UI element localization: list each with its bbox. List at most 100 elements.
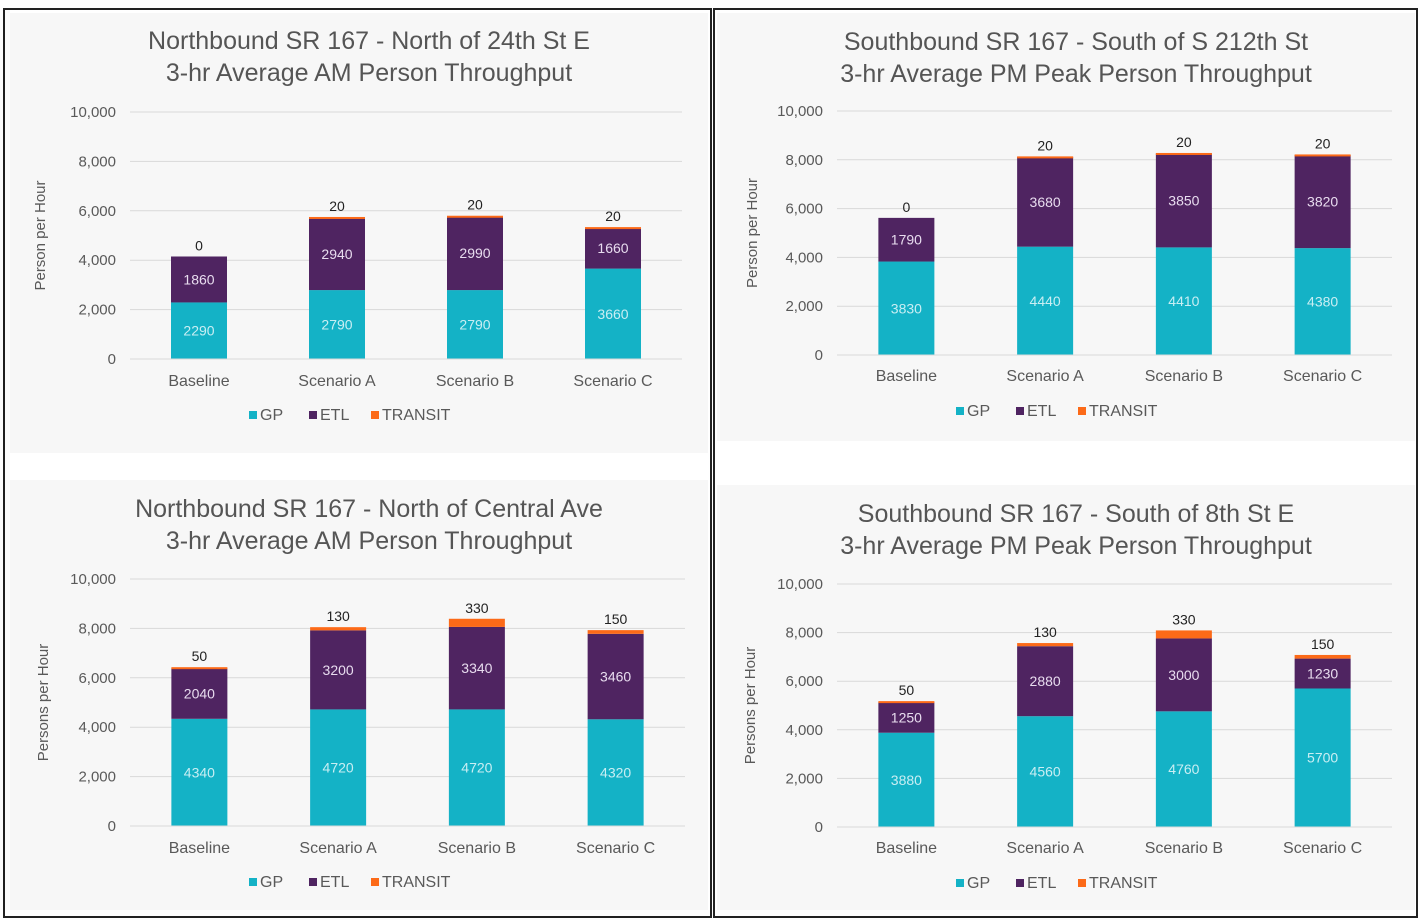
bar-gp — [1017, 246, 1074, 355]
bar-etl — [1017, 646, 1074, 717]
legend-swatch-transit — [1078, 879, 1086, 887]
chart-subtitle: 3-hr Average PM Peak Person Throughput — [840, 532, 1312, 560]
data-label-gp: 3660 — [597, 306, 628, 322]
legend-label-gp: GP — [967, 875, 990, 892]
data-label-etl: 2940 — [321, 246, 352, 262]
x-tick-label: Scenario C — [576, 840, 655, 857]
legend-label-transit: TRANSIT — [382, 407, 451, 424]
data-label-gp: 3880 — [891, 772, 922, 788]
data-label-transit: 130 — [1033, 624, 1057, 640]
legend-swatch-transit — [1078, 407, 1086, 415]
bar-gp — [1155, 247, 1212, 355]
data-label-transit: 130 — [326, 608, 350, 624]
y-tick-label: 2,000 — [78, 302, 116, 319]
chart-subtitle: 3-hr Average AM Person Throughput — [166, 527, 572, 555]
legend-swatch-gp — [249, 411, 257, 419]
bar-etl — [1294, 658, 1351, 689]
bar-transit — [1017, 156, 1074, 159]
legend-swatch-etl — [309, 411, 317, 419]
chart-title: Southbound SR 167 - South of S 212th St — [844, 28, 1308, 56]
chart-panel-nb-central: Northbound SR 167 - North of Central Ave… — [10, 480, 708, 910]
bar-gp — [171, 718, 228, 826]
chart-subtitle: 3-hr Average AM Person Throughput — [166, 59, 572, 87]
chart-title: Southbound SR 167 - South of 8th St E — [858, 500, 1294, 528]
bar-etl — [309, 217, 365, 291]
chart-title: Northbound SR 167 - North of Central Ave — [135, 495, 603, 523]
y-tick-label: 4,000 — [78, 252, 116, 269]
y-tick-label: 4,000 — [785, 722, 823, 739]
data-label-transit: 50 — [899, 682, 915, 698]
y-tick-label: 10,000 — [777, 576, 823, 593]
data-label-transit: 20 — [1176, 134, 1192, 150]
data-label-etl: 1790 — [891, 232, 922, 248]
y-axis-label: Person per Hour — [32, 180, 49, 290]
chart-panel-nb-24th: Northbound SR 167 - North of 24th St E 3-… — [10, 13, 708, 453]
bar-transit — [1294, 654, 1351, 659]
legend-swatch-transit — [371, 878, 379, 886]
x-tick-label: Baseline — [168, 373, 229, 390]
data-label-transit: 150 — [1311, 636, 1335, 652]
data-label-etl: 3000 — [1168, 667, 1199, 683]
y-tick-label: 10,000 — [777, 103, 823, 120]
bar-transit — [1017, 643, 1074, 647]
x-tick-label: Baseline — [876, 840, 937, 857]
bar-transit — [1294, 154, 1351, 157]
bar-transit — [878, 701, 935, 704]
bar-etl — [878, 217, 935, 262]
bar-etl — [878, 702, 935, 733]
bar-gp — [1294, 248, 1351, 355]
y-axis-label: Persons per Hour — [742, 647, 759, 765]
chart-panel-sb-8th: Southbound SR 167 - South of 8th St E 3-h… — [717, 485, 1415, 910]
data-label-transit: 20 — [329, 198, 345, 214]
legend-label-etl: ETL — [320, 874, 349, 891]
data-label-gp: 4560 — [1030, 764, 1061, 780]
y-tick-label: 6,000 — [785, 201, 823, 218]
y-tick-label: 4,000 — [78, 719, 116, 736]
data-label-transit: 20 — [1037, 137, 1053, 153]
y-tick-label: 2,000 — [785, 770, 823, 787]
x-tick-label: Scenario A — [298, 373, 376, 390]
legend-swatch-gp — [956, 407, 964, 415]
data-label-transit: 0 — [902, 199, 910, 215]
y-tick-label: 8,000 — [78, 620, 116, 637]
chart-nb-central: Northbound SR 167 - North of Central Ave… — [35, 495, 685, 891]
bar-gp — [447, 290, 503, 359]
data-label-etl: 3460 — [600, 669, 631, 685]
legend-swatch-transit — [371, 411, 379, 419]
chart-subtitle: 3-hr Average PM Peak Person Throughput — [840, 60, 1312, 88]
legend-swatch-etl — [309, 878, 317, 886]
bar-etl — [448, 626, 505, 710]
data-label-gp: 3830 — [891, 300, 922, 316]
data-label-gp: 4380 — [1307, 294, 1338, 310]
legend-swatch-gp — [249, 878, 257, 886]
data-label-transit: 330 — [1172, 611, 1196, 627]
legend-swatch-gp — [956, 879, 964, 887]
bar-etl — [1155, 638, 1212, 712]
data-label-etl: 1230 — [1307, 666, 1338, 682]
y-tick-label: 8,000 — [785, 625, 823, 642]
y-axis-label: Persons per Hour — [35, 644, 52, 762]
bar-etl — [171, 256, 227, 303]
bar-gp — [1017, 716, 1074, 827]
data-label-transit: 150 — [604, 611, 628, 627]
data-label-transit: 0 — [195, 237, 203, 253]
x-tick-label: Scenario B — [436, 373, 514, 390]
bar-gp — [878, 732, 935, 827]
x-tick-label: Scenario C — [573, 373, 652, 390]
bar-etl — [310, 630, 367, 710]
y-tick-label: 2,000 — [785, 298, 823, 315]
chart-nb-24th: Northbound SR 167 - North of 24th St E 3-… — [32, 27, 682, 424]
data-label-etl: 3680 — [1030, 194, 1061, 210]
data-label-transit: 20 — [605, 208, 621, 224]
y-tick-label: 0 — [815, 819, 823, 836]
data-label-gp: 2790 — [321, 317, 352, 333]
data-label-gp: 2790 — [459, 317, 490, 333]
bar-transit — [1155, 630, 1212, 639]
y-tick-label: 0 — [815, 347, 823, 364]
y-tick-label: 0 — [108, 351, 116, 368]
data-label-gp: 4340 — [184, 764, 215, 780]
bar-transit — [448, 618, 505, 627]
y-tick-label: 8,000 — [78, 153, 116, 170]
x-tick-label: Scenario B — [1145, 368, 1223, 385]
data-label-etl: 1250 — [891, 710, 922, 726]
